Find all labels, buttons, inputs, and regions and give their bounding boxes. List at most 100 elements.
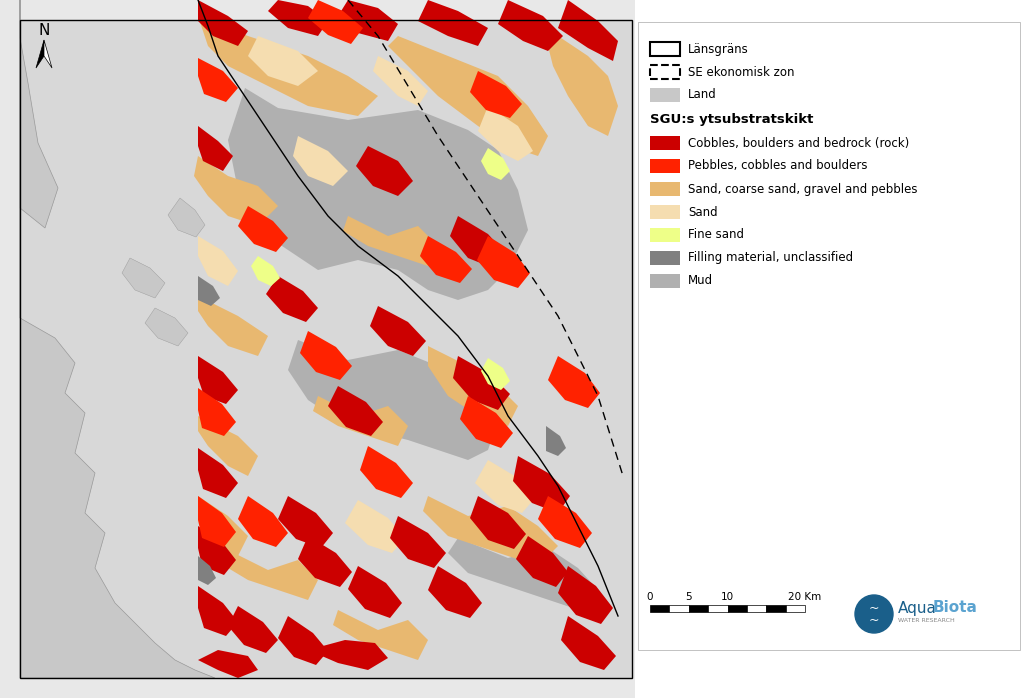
- Polygon shape: [428, 566, 482, 618]
- Polygon shape: [373, 56, 428, 106]
- Polygon shape: [448, 538, 598, 613]
- Polygon shape: [36, 40, 44, 68]
- Polygon shape: [198, 448, 238, 498]
- Bar: [650, 274, 680, 288]
- Polygon shape: [278, 616, 328, 665]
- Bar: [650, 251, 680, 265]
- Bar: [638, 22, 1020, 650]
- Polygon shape: [20, 0, 215, 678]
- Bar: [650, 605, 669, 612]
- Polygon shape: [122, 258, 165, 298]
- Polygon shape: [360, 446, 413, 498]
- Text: N: N: [38, 23, 50, 38]
- Polygon shape: [470, 496, 526, 549]
- Polygon shape: [198, 0, 248, 46]
- Polygon shape: [546, 426, 566, 456]
- Polygon shape: [477, 236, 530, 288]
- Text: ~
~: ~ ~: [869, 602, 879, 627]
- Polygon shape: [516, 536, 568, 587]
- Text: WATER RESEARCH: WATER RESEARCH: [898, 618, 954, 623]
- Polygon shape: [198, 276, 220, 306]
- Bar: [20, 20, 632, 678]
- Text: Länsgräns: Länsgräns: [688, 43, 749, 56]
- Bar: [727, 605, 747, 612]
- Polygon shape: [453, 356, 510, 410]
- Text: 10: 10: [721, 592, 735, 602]
- Polygon shape: [278, 496, 333, 548]
- Bar: [688, 605, 708, 612]
- Polygon shape: [460, 396, 513, 448]
- Polygon shape: [328, 386, 383, 436]
- Polygon shape: [251, 256, 280, 286]
- Polygon shape: [298, 536, 352, 587]
- Text: Pebbles, cobbles and boulders: Pebbles, cobbles and boulders: [688, 160, 868, 172]
- Bar: [0, 0, 635, 698]
- Polygon shape: [238, 496, 288, 547]
- Polygon shape: [248, 36, 318, 86]
- Polygon shape: [228, 606, 278, 653]
- Polygon shape: [293, 136, 348, 186]
- Polygon shape: [198, 650, 258, 678]
- Polygon shape: [268, 0, 328, 36]
- Polygon shape: [558, 566, 613, 624]
- Polygon shape: [198, 236, 238, 286]
- Bar: [650, 228, 680, 242]
- Polygon shape: [168, 198, 205, 237]
- Polygon shape: [548, 36, 618, 136]
- Polygon shape: [348, 566, 402, 618]
- Polygon shape: [558, 0, 618, 61]
- Polygon shape: [481, 148, 510, 180]
- Bar: [786, 605, 805, 612]
- Bar: [650, 159, 680, 173]
- Text: Aqua: Aqua: [898, 600, 937, 616]
- Polygon shape: [20, 0, 58, 228]
- Polygon shape: [198, 296, 268, 356]
- Polygon shape: [498, 0, 563, 51]
- Polygon shape: [390, 516, 446, 568]
- Polygon shape: [223, 550, 318, 600]
- Polygon shape: [418, 0, 488, 46]
- Polygon shape: [198, 388, 236, 436]
- Polygon shape: [475, 460, 535, 513]
- Polygon shape: [345, 500, 405, 553]
- Polygon shape: [450, 216, 506, 268]
- Polygon shape: [198, 16, 379, 116]
- Polygon shape: [478, 106, 533, 161]
- Text: 5: 5: [685, 592, 693, 602]
- Polygon shape: [198, 416, 258, 476]
- Polygon shape: [145, 308, 188, 346]
- Polygon shape: [198, 586, 238, 636]
- Text: Filling material, unclassified: Filling material, unclassified: [688, 251, 853, 265]
- Bar: [650, 136, 680, 150]
- Text: Biota: Biota: [933, 600, 978, 616]
- Bar: [747, 605, 766, 612]
- Polygon shape: [198, 356, 238, 404]
- Polygon shape: [470, 71, 522, 118]
- Text: SGU:s ytsubstratskikt: SGU:s ytsubstratskikt: [650, 113, 813, 126]
- Polygon shape: [422, 496, 558, 566]
- Bar: [708, 605, 727, 612]
- Polygon shape: [513, 456, 570, 513]
- Polygon shape: [228, 88, 528, 300]
- Polygon shape: [548, 356, 601, 408]
- Bar: [650, 42, 680, 56]
- Polygon shape: [288, 340, 498, 460]
- Bar: [650, 88, 680, 102]
- Polygon shape: [338, 0, 398, 41]
- Polygon shape: [538, 496, 592, 548]
- Polygon shape: [194, 156, 278, 226]
- Text: Land: Land: [688, 89, 717, 101]
- Polygon shape: [481, 358, 510, 390]
- Polygon shape: [308, 0, 363, 44]
- Bar: [20, 20, 632, 678]
- Polygon shape: [428, 346, 518, 426]
- Polygon shape: [356, 146, 413, 196]
- Text: Sand, coarse sand, gravel and pebbles: Sand, coarse sand, gravel and pebbles: [688, 182, 918, 195]
- Polygon shape: [308, 640, 388, 670]
- Polygon shape: [420, 236, 472, 283]
- Bar: [650, 205, 680, 219]
- Polygon shape: [198, 496, 248, 556]
- Polygon shape: [198, 126, 233, 171]
- Bar: [669, 605, 688, 612]
- Polygon shape: [370, 306, 426, 356]
